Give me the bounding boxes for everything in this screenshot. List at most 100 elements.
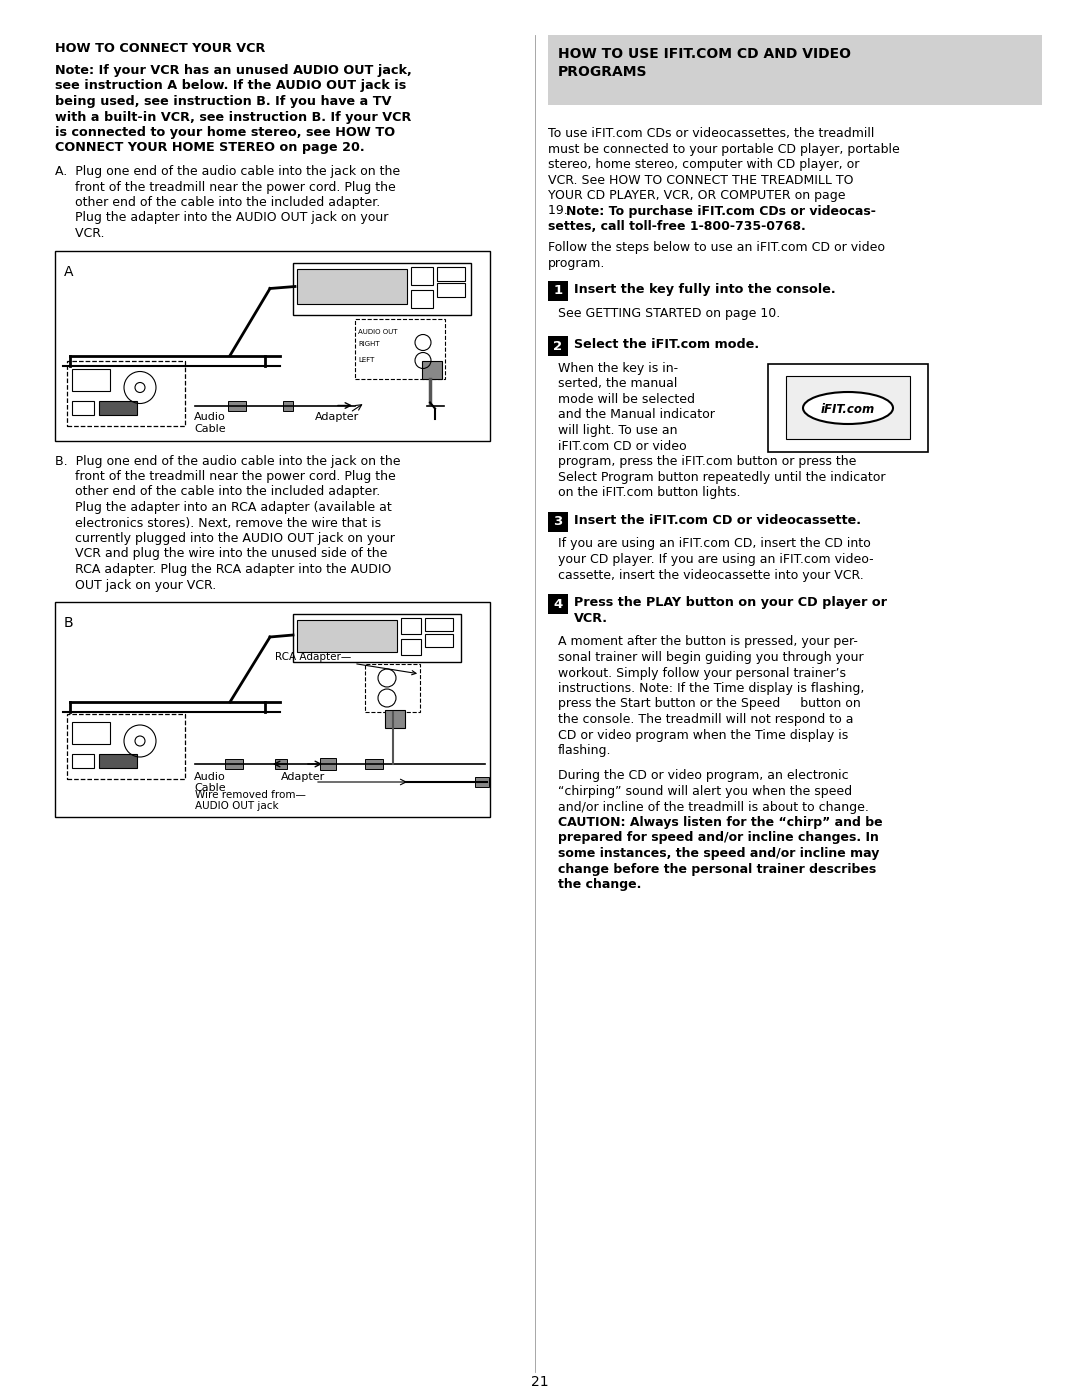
Bar: [437, 267, 465, 281]
Text: “chirping” sound will alert you when the speed: “chirping” sound will alert you when the…: [558, 785, 852, 798]
Text: flashing.: flashing.: [558, 745, 611, 757]
Bar: [72, 722, 110, 745]
Text: sonal trainer will begin guiding you through your: sonal trainer will begin guiding you thr…: [558, 651, 864, 664]
Text: To use iFIT.com CDs or videocassettes, the treadmill: To use iFIT.com CDs or videocassettes, t…: [548, 127, 875, 140]
Text: AUDIO OUT jack: AUDIO OUT jack: [195, 800, 279, 812]
Text: A.  Plug one end of the audio cable into the jack on the: A. Plug one end of the audio cable into …: [55, 165, 400, 177]
Text: Cable: Cable: [194, 423, 226, 433]
Text: Plug the adapter into an RCA adapter (available at: Plug the adapter into an RCA adapter (av…: [55, 502, 392, 514]
Text: When the key is in-: When the key is in-: [558, 362, 678, 374]
Text: VCR.: VCR.: [55, 226, 105, 240]
Text: serted, the manual: serted, the manual: [558, 377, 677, 391]
Text: must be connected to your portable CD player, portable: must be connected to your portable CD pl…: [548, 142, 900, 155]
Bar: [99, 401, 137, 415]
Text: Adapter: Adapter: [281, 773, 325, 782]
Bar: [786, 376, 910, 439]
Circle shape: [135, 383, 145, 393]
Text: with a built-in VCR, see instruction B. If your VCR: with a built-in VCR, see instruction B. …: [55, 110, 411, 123]
Text: the console. The treadmill will not respond to a: the console. The treadmill will not resp…: [558, 712, 853, 726]
Bar: [422, 360, 442, 379]
Text: Plug the adapter into the AUDIO OUT jack on your: Plug the adapter into the AUDIO OUT jack…: [55, 211, 389, 225]
Text: Audio: Audio: [194, 412, 226, 422]
Bar: [293, 263, 471, 314]
Text: settes, call toll-free 1-800-735-0768.: settes, call toll-free 1-800-735-0768.: [548, 219, 806, 233]
Text: other end of the cable into the included adapter.: other end of the cable into the included…: [55, 196, 380, 210]
Bar: [283, 401, 293, 411]
Text: the change.: the change.: [558, 877, 642, 891]
Text: B: B: [64, 616, 73, 630]
Bar: [297, 620, 397, 652]
Bar: [55, 250, 490, 440]
Text: iFIT.com: iFIT.com: [821, 402, 875, 416]
Text: electronics stores). Next, remove the wire that is: electronics stores). Next, remove the wi…: [55, 517, 381, 529]
Text: Note: If your VCR has an unused AUDIO OUT jack,: Note: If your VCR has an unused AUDIO OU…: [55, 64, 411, 77]
Text: VCR.: VCR.: [573, 612, 608, 624]
Text: press the Start button or the Speed     button on: press the Start button or the Speed butt…: [558, 697, 861, 711]
Text: will light. To use an: will light. To use an: [558, 425, 677, 437]
Text: other end of the cable into the included adapter.: other end of the cable into the included…: [55, 486, 380, 499]
Bar: [225, 759, 243, 768]
Text: HOW TO CONNECT YOUR VCR: HOW TO CONNECT YOUR VCR: [55, 42, 266, 54]
Text: iFIT.com CD or video: iFIT.com CD or video: [558, 440, 687, 453]
Text: stereo, home stereo, computer with CD player, or: stereo, home stereo, computer with CD pl…: [548, 158, 860, 170]
Bar: [355, 319, 445, 379]
Bar: [275, 759, 287, 768]
Text: is connected to your home stereo, see HOW TO: is connected to your home stereo, see HO…: [55, 126, 395, 138]
Text: PROGRAMS: PROGRAMS: [558, 66, 648, 80]
Text: program, press the iFIT.com button or press the: program, press the iFIT.com button or pr…: [558, 455, 856, 468]
Text: on the iFIT.com button lights.: on the iFIT.com button lights.: [558, 486, 741, 499]
Text: Select the iFIT.com mode.: Select the iFIT.com mode.: [573, 338, 759, 351]
Text: front of the treadmill near the power cord. Plug the: front of the treadmill near the power co…: [55, 180, 395, 194]
Text: CD or video program when the Time display is: CD or video program when the Time displa…: [558, 728, 848, 742]
Text: and the Manual indicator: and the Manual indicator: [558, 408, 715, 422]
Text: cassette, insert the videocassette into your VCR.: cassette, insert the videocassette into …: [558, 569, 864, 581]
Text: Follow the steps below to use an iFIT.com CD or video: Follow the steps below to use an iFIT.co…: [548, 242, 885, 254]
Text: OUT jack on your VCR.: OUT jack on your VCR.: [55, 578, 216, 591]
Text: Insert the key fully into the console.: Insert the key fully into the console.: [573, 282, 836, 296]
Bar: [768, 365, 928, 453]
Bar: [365, 759, 383, 768]
Bar: [475, 777, 489, 787]
Text: If you are using an iFIT.com CD, insert the CD into: If you are using an iFIT.com CD, insert …: [558, 538, 870, 550]
Text: RCA Adapter—: RCA Adapter—: [275, 652, 416, 675]
Text: 1: 1: [553, 284, 563, 298]
Bar: [548, 594, 568, 615]
Text: Audio: Audio: [194, 773, 226, 782]
Text: mode will be selected: mode will be selected: [558, 393, 696, 407]
Bar: [426, 617, 453, 631]
Text: RIGHT: RIGHT: [357, 341, 380, 346]
Text: Adapter: Adapter: [315, 412, 360, 422]
Circle shape: [135, 736, 145, 746]
Text: Press the PLAY button on your CD player or: Press the PLAY button on your CD player …: [573, 597, 887, 609]
Text: See GETTING STARTED on page 10.: See GETTING STARTED on page 10.: [558, 306, 780, 320]
Bar: [72, 754, 94, 768]
Text: AUDIO OUT: AUDIO OUT: [357, 330, 397, 335]
Text: currently plugged into the AUDIO OUT jack on your: currently plugged into the AUDIO OUT jac…: [55, 532, 395, 545]
Text: Select Program button repeatedly until the indicator: Select Program button repeatedly until t…: [558, 471, 886, 483]
Text: A moment after the button is pressed, your per-: A moment after the button is pressed, yo…: [558, 636, 858, 648]
Bar: [72, 369, 110, 391]
Text: Wire removed from—: Wire removed from—: [195, 789, 306, 800]
Text: Note: To purchase iFIT.com CDs or videocas-: Note: To purchase iFIT.com CDs or videoc…: [566, 204, 876, 218]
Bar: [320, 759, 336, 770]
Text: your CD player. If you are using an iFIT.com video-: your CD player. If you are using an iFIT…: [558, 553, 874, 566]
Bar: [548, 337, 568, 356]
Ellipse shape: [804, 393, 893, 425]
Bar: [401, 638, 421, 655]
Text: RCA adapter. Plug the RCA adapter into the AUDIO: RCA adapter. Plug the RCA adapter into t…: [55, 563, 391, 576]
Bar: [99, 754, 137, 768]
Bar: [67, 360, 185, 426]
Text: workout. Simply follow your personal trainer’s: workout. Simply follow your personal tra…: [558, 666, 846, 679]
Bar: [293, 615, 461, 662]
Bar: [411, 289, 433, 307]
Bar: [548, 281, 568, 300]
Text: HOW TO USE IFIT.COM CD AND VIDEO: HOW TO USE IFIT.COM CD AND VIDEO: [558, 47, 851, 61]
Bar: [55, 602, 490, 817]
Text: and/or incline of the treadmill is about to change.: and/or incline of the treadmill is about…: [558, 800, 869, 813]
Text: 2: 2: [553, 339, 563, 352]
Bar: [365, 664, 420, 712]
Text: 21: 21: [531, 1375, 549, 1389]
Text: LEFT: LEFT: [357, 356, 375, 362]
Bar: [548, 511, 568, 531]
Text: front of the treadmill near the power cord. Plug the: front of the treadmill near the power co…: [55, 469, 395, 483]
